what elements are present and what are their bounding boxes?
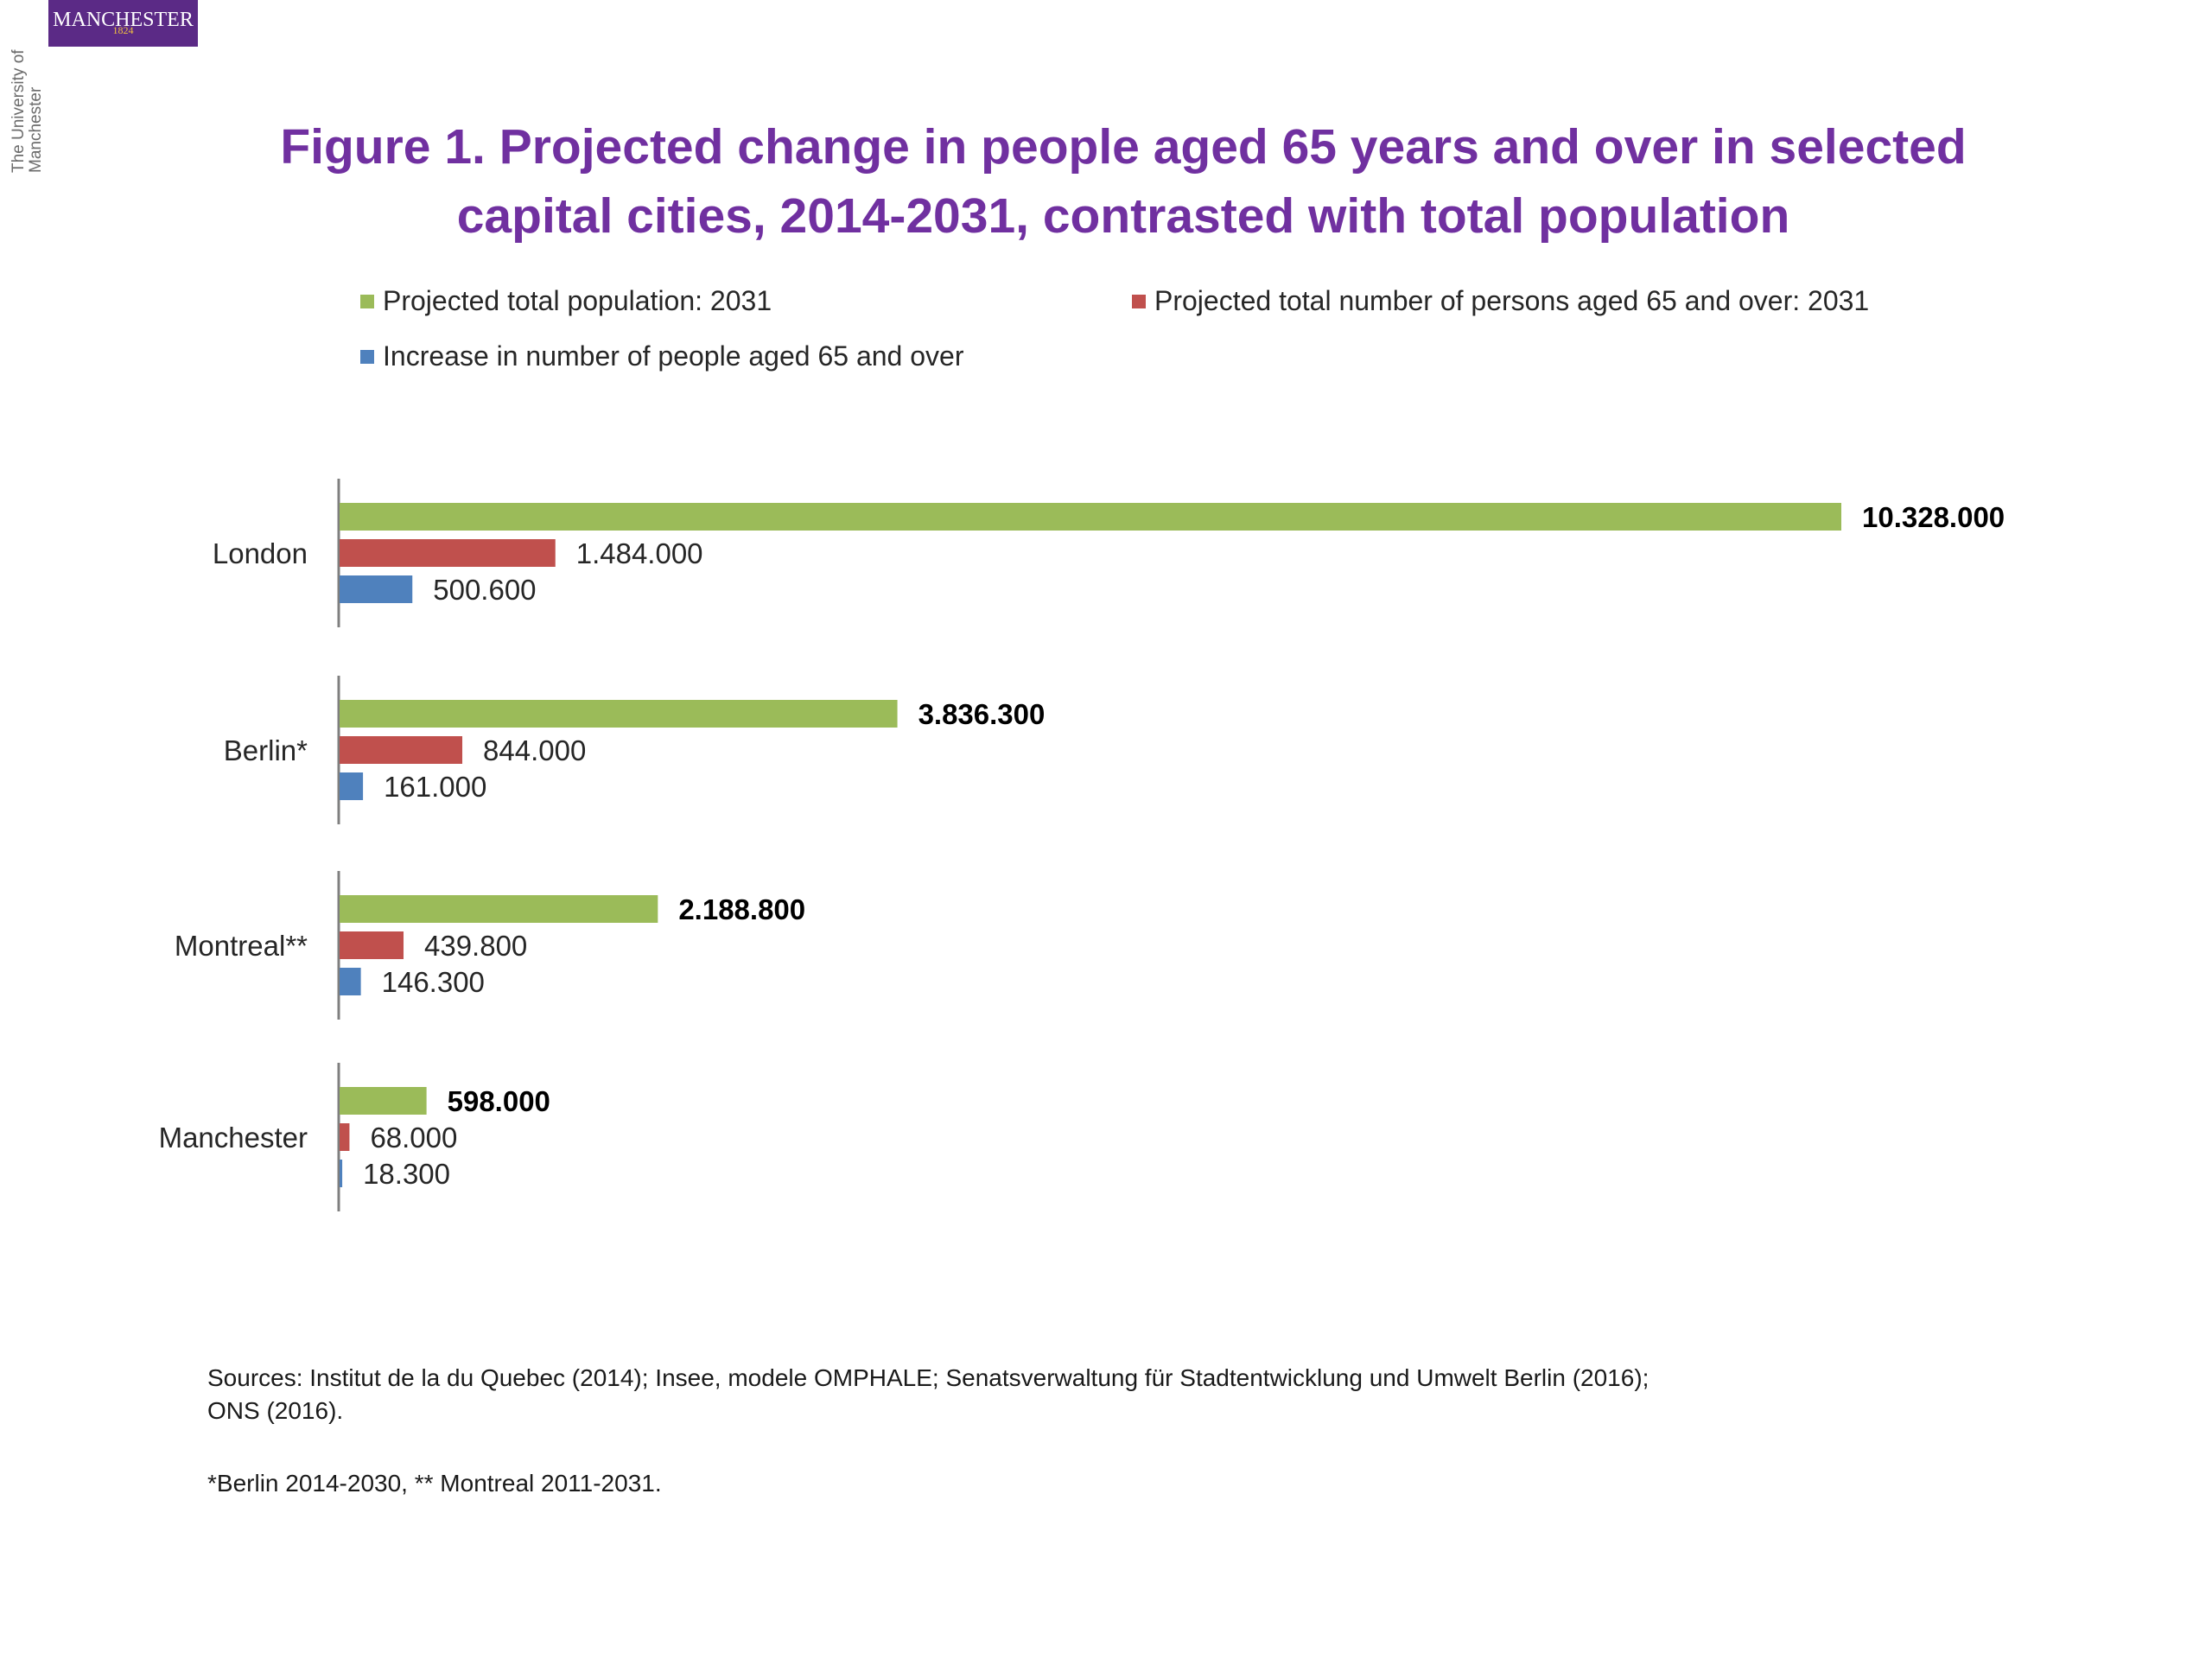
footnote: *Berlin 2014-2030, ** Montreal 2011-2031… bbox=[207, 1470, 662, 1497]
bar bbox=[340, 503, 1841, 531]
legend-swatch-blue bbox=[360, 350, 374, 364]
bar bbox=[340, 772, 364, 800]
legend-item-persons-65: Projected total number of persons aged 6… bbox=[1132, 285, 1869, 316]
legend-label: Projected total number of persons aged 6… bbox=[1154, 285, 1870, 316]
chart-title: Figure 1. Projected change in people age… bbox=[280, 119, 1967, 244]
data-label: 161.000 bbox=[384, 771, 486, 803]
bar bbox=[340, 1123, 350, 1151]
logo-text: MANCHESTER bbox=[53, 9, 194, 31]
bar bbox=[340, 700, 898, 728]
data-label: 10.328.000 bbox=[1862, 501, 2005, 533]
data-label: 1.484.000 bbox=[576, 537, 703, 569]
legend-label: Increase in number of people aged 65 and… bbox=[383, 340, 964, 372]
data-label: 439.800 bbox=[424, 930, 527, 962]
legend-swatch-red bbox=[1132, 295, 1146, 308]
bar bbox=[340, 736, 463, 764]
university-logo: MANCHESTER 1824 bbox=[48, 0, 198, 47]
bar bbox=[340, 1087, 427, 1115]
legend-item-increase-65: Increase in number of people aged 65 and… bbox=[360, 340, 963, 372]
sources-note: Sources: Institut de la du Quebec (2014)… bbox=[207, 1364, 1649, 1424]
data-label: 146.300 bbox=[382, 966, 485, 998]
bar bbox=[340, 931, 404, 959]
legend-item-total-population: Projected total population: 2031 bbox=[360, 285, 772, 316]
data-label: 598.000 bbox=[448, 1085, 550, 1117]
legend-swatch-green bbox=[360, 295, 374, 308]
data-label: 68.000 bbox=[370, 1122, 457, 1154]
data-label: 2.188.800 bbox=[678, 893, 805, 925]
bar bbox=[340, 968, 361, 995]
data-label: 18.300 bbox=[363, 1158, 450, 1190]
category-label: London bbox=[213, 537, 308, 569]
category-label: Berlin* bbox=[224, 734, 308, 766]
bar bbox=[340, 1160, 343, 1187]
bar bbox=[340, 575, 413, 603]
category-label: Manchester bbox=[159, 1122, 308, 1154]
legend-label: Projected total population: 2031 bbox=[383, 285, 772, 316]
data-label: 3.836.300 bbox=[918, 698, 1046, 730]
bar bbox=[340, 895, 658, 923]
category-label: Montreal** bbox=[175, 930, 308, 962]
data-label: 844.000 bbox=[483, 734, 586, 766]
bar bbox=[340, 539, 556, 567]
logo-year: 1824 bbox=[112, 24, 134, 36]
data-label: 500.600 bbox=[433, 574, 536, 606]
